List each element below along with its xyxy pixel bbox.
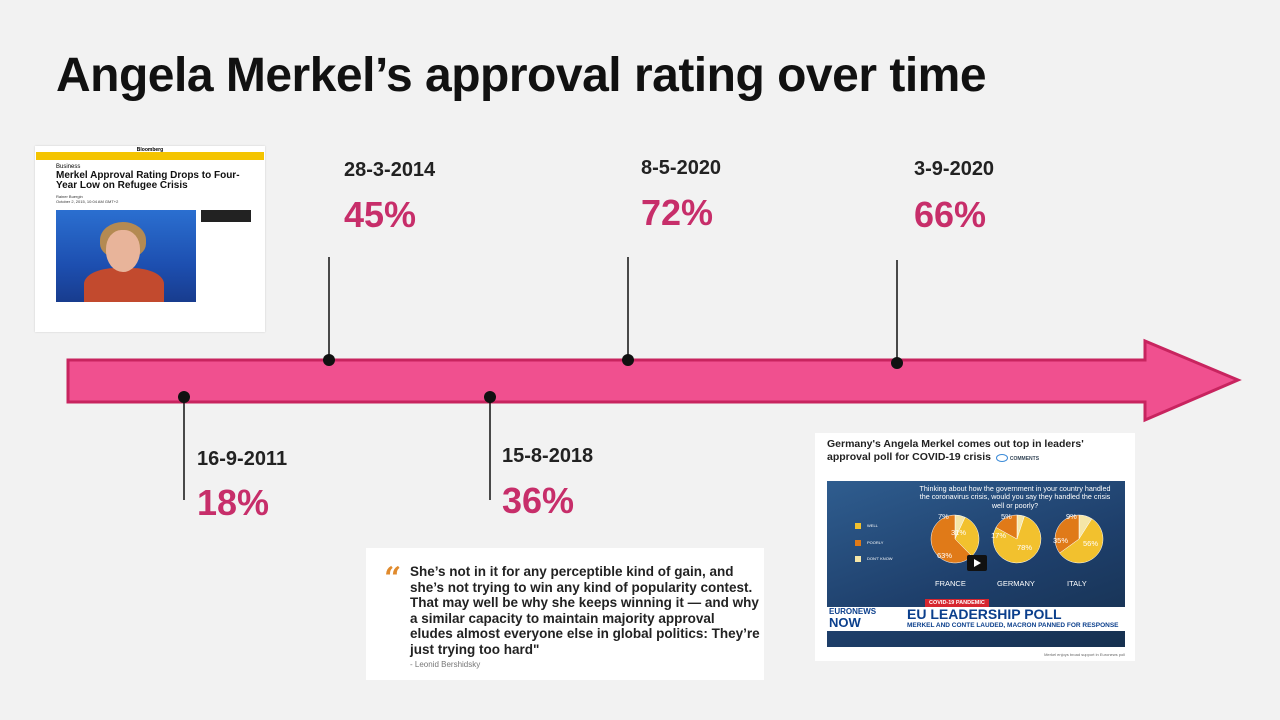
poll-pie-charts	[930, 514, 1104, 564]
bloomberg-brand: Bloomberg	[136, 147, 164, 153]
bloomberg-headline: Merkel Approval Rating Drops to Four-Yea…	[56, 170, 240, 191]
bloomberg-dateline: October 2, 2015, 10:04 AM GMT+2	[56, 199, 119, 204]
pie-slice-italy-poorly	[1054, 514, 1080, 554]
pie-slice-france-well	[954, 516, 980, 557]
merkel-photo	[56, 210, 196, 302]
marker-2020-may	[622, 354, 634, 366]
event-date-2018: 15-8-2018	[502, 445, 594, 467]
pie-slice-france-poorly	[930, 514, 973, 564]
bloomberg-byline: Rainer Buergin October 2, 2015, 10:04 AM…	[56, 194, 265, 204]
italy-poorly-label: 35%	[1053, 536, 1069, 545]
legend-swatch-well	[855, 523, 861, 529]
pie-slice-germany-well	[992, 515, 1042, 564]
poll-question: Thinking about how the government in you…	[919, 484, 1111, 510]
marker-2014	[323, 354, 335, 366]
legend-poorly: POORLY	[855, 540, 883, 546]
legend-dont-know: DON'T KNOW	[855, 556, 893, 562]
legend-label-well: WELL	[867, 523, 878, 529]
event-rating-2018: 36%	[502, 480, 575, 521]
event-date-2011: 16-9-2011	[197, 448, 288, 470]
event-rating-2020-sep: 66%	[914, 194, 987, 235]
event-date-2014: 28-3-2014	[344, 159, 436, 181]
bloomberg-nav-bar	[36, 152, 264, 160]
banner-title: EU LEADERSHIP POLL	[907, 606, 1062, 622]
bloomberg-side-ad	[201, 210, 251, 222]
bloomberg-section: Business	[56, 164, 81, 170]
marker-2020-sep	[891, 357, 903, 369]
euronews-video[interactable]: Thinking about how the government in you…	[827, 481, 1125, 647]
bloomberg-article-card: Bloomberg Business Merkel Approval Ratin…	[35, 146, 265, 332]
event-rating-2011: 18%	[197, 482, 270, 523]
pie-slice-italy-well	[1059, 518, 1104, 564]
euronews-article-card: Germany's Angela Merkel comes out top in…	[815, 433, 1135, 661]
euronews-headline-text: Germany's Angela Merkel comes out top in…	[827, 438, 1084, 463]
play-icon[interactable]	[967, 555, 987, 571]
pie-slice-germany-poorly	[995, 514, 1018, 540]
marker-2011	[178, 391, 190, 403]
event-date-2020-may: 8-5-2020	[641, 157, 722, 179]
country-france: FRANCE	[935, 579, 966, 588]
timeline-arrow	[66, 338, 1242, 423]
marker-2018	[484, 391, 496, 403]
legend-label-dont-know: DON'T KNOW	[867, 556, 893, 562]
poll-banner: EURONEWS NOW EU LEADERSHIP POLL MERKEL A…	[827, 607, 1125, 631]
country-italy: ITALY	[1067, 579, 1087, 588]
legend-well: WELL	[855, 523, 878, 529]
france-poorly-label: 63%	[937, 551, 953, 560]
france-dont-know-label: 7%	[938, 512, 949, 521]
quote-card: “ She’s not in it for any perceptible ki…	[366, 548, 764, 680]
pandemic-tag: COVID-19 PANDEMIC	[925, 599, 989, 607]
quote-text: She’s not in it for any perceptible kind…	[410, 564, 760, 657]
photo-face-shape	[106, 230, 140, 272]
event-rating-2020-may: 72%	[641, 192, 714, 233]
germany-dont-know-label: 5%	[1001, 512, 1012, 521]
banner-subtitle: MERKEL AND CONTE LAUDED, MACRON PANNED F…	[907, 622, 1119, 629]
event-rating-2014: 45%	[344, 194, 417, 235]
france-well-label: 31%	[951, 528, 967, 537]
italy-well-label: 56%	[1083, 539, 1099, 548]
germany-well-label: 78%	[1017, 543, 1033, 552]
germany-poorly-label: 17%	[991, 531, 1007, 540]
euronews-caption: Merkel enjoys broad support in Euronews …	[1044, 652, 1125, 657]
euronews-brand-top: EURONEWS	[829, 607, 877, 616]
bloomberg-author: Rainer Buergin	[56, 194, 83, 199]
legend-swatch-dont-know	[855, 556, 861, 562]
event-date-2020-sep: 3-9-2020	[914, 158, 995, 180]
legend-label-poorly: POORLY	[867, 540, 884, 546]
euronews-brand-bottom: NOW	[829, 615, 861, 630]
page-title: Angela Merkel’s approval rating over tim…	[56, 49, 987, 102]
comments-button[interactable]: COMMENTS	[996, 453, 1039, 466]
legend-swatch-poorly	[855, 540, 861, 546]
quote-author: - Leonid Bershidsky	[410, 660, 481, 669]
country-germany: GERMANY	[997, 579, 1035, 588]
quote-mark-icon: “	[384, 561, 402, 596]
euronews-headline: Germany's Angela Merkel comes out top in…	[827, 438, 1127, 465]
italy-dont-know-label: 9%	[1066, 512, 1077, 521]
photo-body-shape	[84, 268, 164, 302]
